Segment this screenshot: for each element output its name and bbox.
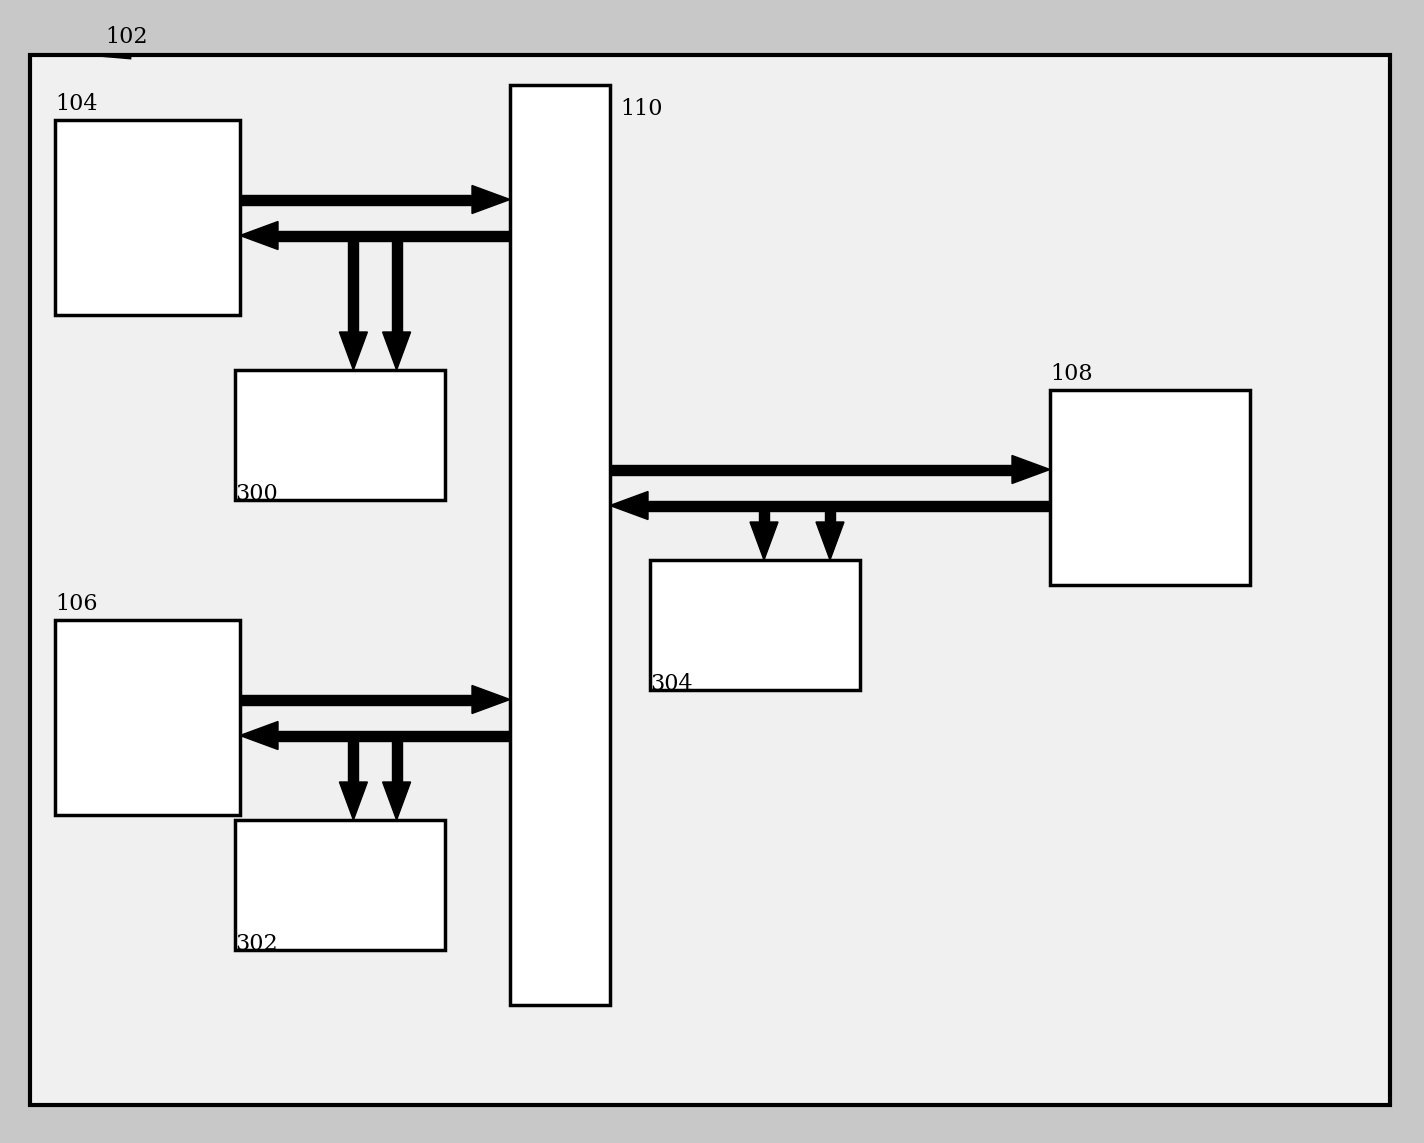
Text: 300: 300	[235, 483, 278, 505]
Bar	[349, 240, 359, 331]
Polygon shape	[471, 686, 510, 713]
Bar	[349, 741, 359, 782]
Bar	[759, 511, 769, 522]
Bar	[648, 501, 1049, 511]
Text: 108: 108	[1049, 363, 1092, 385]
Text: 106: 106	[56, 593, 97, 615]
Polygon shape	[339, 782, 367, 820]
Bar	[392, 240, 402, 331]
Polygon shape	[1012, 456, 1049, 483]
Bar	[510, 85, 609, 1005]
Bar	[56, 620, 241, 815]
Text: 304: 304	[649, 673, 692, 695]
Polygon shape	[339, 331, 367, 370]
Polygon shape	[241, 721, 278, 750]
Bar	[1049, 390, 1250, 585]
Bar	[278, 231, 510, 240]
Bar	[56, 120, 241, 315]
Bar	[278, 730, 510, 741]
Polygon shape	[241, 222, 278, 249]
Polygon shape	[471, 185, 510, 214]
Polygon shape	[750, 522, 778, 560]
Bar	[824, 511, 834, 522]
Text: 302: 302	[235, 933, 278, 956]
Bar	[649, 560, 860, 690]
Text: 104: 104	[56, 93, 97, 115]
Polygon shape	[816, 522, 844, 560]
Bar	[609, 464, 1012, 474]
Bar	[235, 370, 444, 499]
Bar	[235, 820, 444, 950]
Bar	[241, 695, 471, 704]
Polygon shape	[383, 782, 410, 820]
Text: 110: 110	[619, 98, 662, 120]
Text: 102: 102	[105, 26, 148, 48]
Polygon shape	[383, 331, 410, 370]
Bar	[241, 194, 471, 205]
Polygon shape	[609, 491, 648, 520]
Bar	[392, 741, 402, 782]
